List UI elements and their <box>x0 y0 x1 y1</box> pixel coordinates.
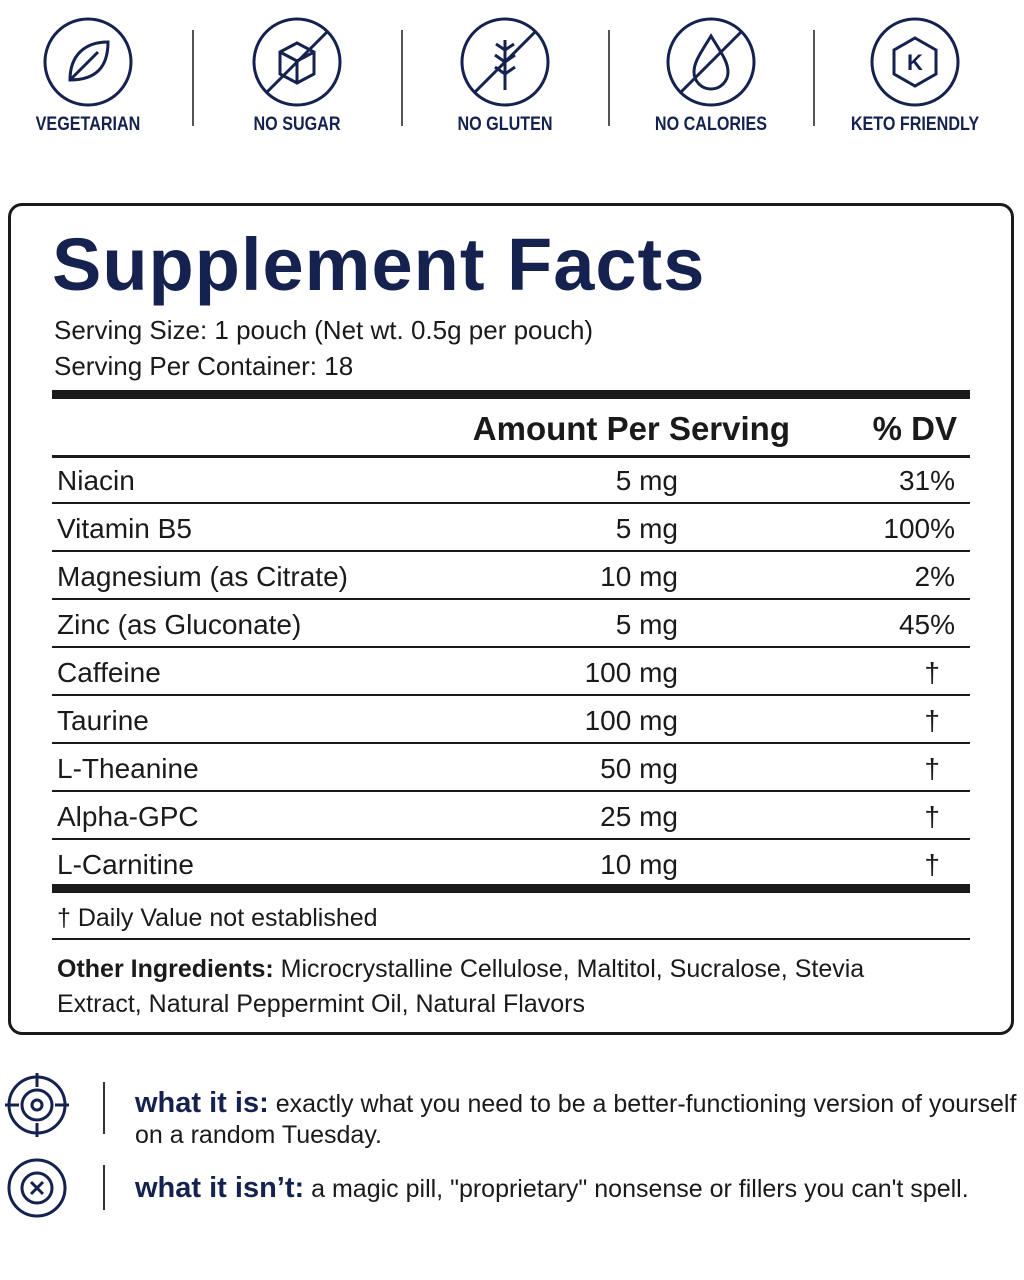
ingredient-name: Niacin <box>57 465 135 496</box>
divider <box>401 30 403 126</box>
header-dv: % DV <box>872 410 957 447</box>
row-rule <box>52 694 970 696</box>
ingredient-name: L-Carnitine <box>57 849 194 880</box>
daily-value: † <box>924 705 940 736</box>
note-label: what it is: <box>135 1087 269 1119</box>
amount: 25 mg <box>600 801 678 832</box>
amount: 10 mg <box>600 849 678 880</box>
divider <box>192 30 194 126</box>
ingredient-name: Alpha-GPC <box>57 801 199 832</box>
keto-icon-text: K <box>907 50 923 75</box>
row-rule <box>52 790 970 792</box>
note-text: a magic pill, "proprietary" nonsense or … <box>311 1175 969 1203</box>
amount: 5 mg <box>615 513 678 544</box>
note: what it is: exactly what you need to be … <box>135 1088 1020 1151</box>
other-ingredients-text: Microcrystalline Cellulose, Maltitol, Su… <box>57 955 865 1018</box>
note: what it isn’t: a magic pill, "proprietar… <box>135 1173 1020 1205</box>
ingredient-name: Zinc (as Gluconate) <box>57 609 302 640</box>
amount: 50 mg <box>600 753 678 784</box>
badge-icons: K <box>43 17 960 107</box>
no-calories-icon <box>666 17 756 107</box>
daily-value: † <box>924 657 940 688</box>
amount: 10 mg <box>600 561 678 592</box>
daily-value: 45% <box>898 609 955 640</box>
row-rule <box>52 502 970 504</box>
badge-label: NO GLUTEN <box>457 114 553 135</box>
badge-label: KETO FRIENDLY <box>850 114 980 135</box>
badge-label: NO CALORIES <box>654 114 768 135</box>
row-rule <box>52 550 970 552</box>
serving-size: Serving Size: 1 pouch (Net wt. 0.5g per … <box>54 315 594 345</box>
note-label: what it isn’t: <box>135 1172 305 1204</box>
header-amount: Amount Per Serving <box>472 410 790 447</box>
servings-per-container: Serving Per Container: 18 <box>54 351 354 381</box>
ingredient-name: L-Theanine <box>57 753 199 784</box>
divider <box>813 30 815 126</box>
amount: 100 mg <box>584 705 678 736</box>
no-sugar-icon <box>252 17 342 107</box>
thick-rule <box>52 884 970 893</box>
keto-icon: K <box>870 17 960 107</box>
rule <box>52 938 970 940</box>
row-rule <box>52 646 970 648</box>
note-icons <box>5 1073 105 1218</box>
ingredient-name: Vitamin B5 <box>57 513 192 544</box>
facts-panel <box>8 203 1014 1035</box>
amount: 100 mg <box>584 657 678 688</box>
daily-value: 31% <box>898 465 955 496</box>
daily-value: 100% <box>883 513 955 544</box>
daily-value: † <box>924 801 940 832</box>
thick-rule <box>52 390 970 399</box>
target-icon <box>5 1073 69 1137</box>
badge-label: NO SUGAR <box>253 114 341 135</box>
footnote: † Daily Value not established <box>57 904 378 932</box>
cross-icon <box>7 1158 67 1218</box>
ingredient-name: Taurine <box>57 705 149 736</box>
divider <box>608 30 610 126</box>
ingredient-name: Magnesium (as Citrate) <box>57 561 348 592</box>
vegetarian-icon <box>43 17 133 107</box>
daily-value: † <box>924 753 940 784</box>
row-rule <box>52 742 970 744</box>
other-ingredients: Other Ingredients: Microcrystalline Cell… <box>57 952 887 1022</box>
other-ingredients-label: Other Ingredients: <box>57 955 274 983</box>
daily-value: † <box>924 849 940 880</box>
daily-value: 2% <box>914 561 955 592</box>
badge-label: VEGETARIAN <box>35 114 141 135</box>
facts-title: Supplement Facts <box>52 223 706 306</box>
amount: 5 mg <box>615 609 678 640</box>
row-rule <box>52 838 970 840</box>
row-rule <box>52 598 970 600</box>
amount: 5 mg <box>615 465 678 496</box>
rule <box>52 455 970 458</box>
note-text: exactly what you need to be a better-fun… <box>135 1090 1017 1149</box>
ingredient-name: Caffeine <box>57 657 161 688</box>
no-gluten-icon <box>460 17 550 107</box>
